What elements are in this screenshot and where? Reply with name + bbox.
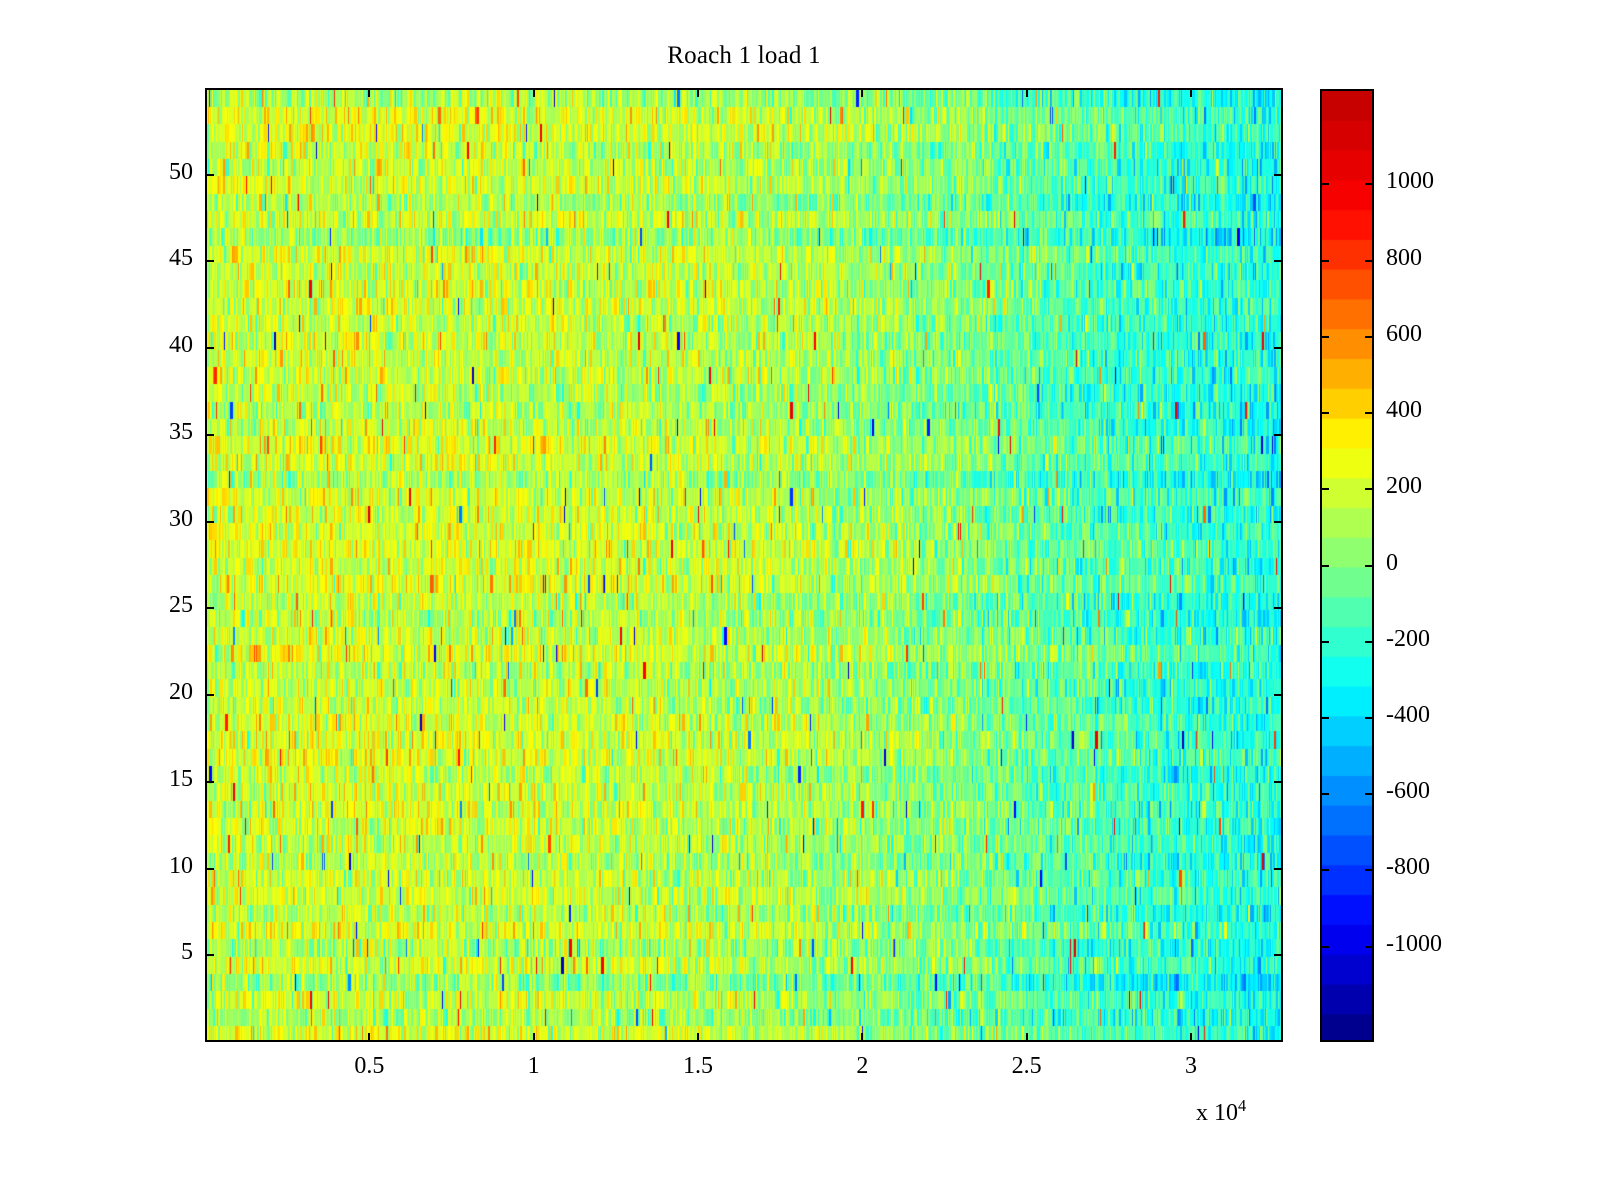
x-axis-tick	[532, 88, 535, 97]
colorbar-tick	[1320, 259, 1329, 262]
y-axis-tick	[1274, 433, 1283, 436]
y-axis-tick	[205, 954, 214, 957]
y-axis-tick	[1274, 607, 1283, 610]
colorbar-tick	[1320, 183, 1329, 186]
x-axis-tick	[368, 88, 371, 97]
colorbar-tick-label: 400	[1386, 397, 1422, 424]
y-axis-tick-label: 35	[169, 418, 193, 445]
x-axis-exponent-label: x 104	[1196, 1097, 1246, 1127]
x-axis-tick-label: 1.5	[682, 1053, 713, 1079]
y-axis-tick	[1274, 173, 1283, 176]
heatmap-axes	[205, 88, 1283, 1042]
colorbar-gradient	[1322, 91, 1372, 1040]
x-axis-tick	[1025, 88, 1028, 97]
y-axis-tick	[205, 607, 214, 610]
y-axis-tick	[1274, 260, 1283, 263]
y-axis-tick	[1274, 867, 1283, 870]
x-axis-tick-label: 3	[1184, 1053, 1197, 1079]
x-axis-tick-label: 2.5	[1011, 1053, 1042, 1079]
y-axis-tick	[1274, 954, 1283, 957]
x-axis-tick	[532, 1033, 535, 1042]
y-axis-tick	[205, 694, 214, 697]
y-axis-tick-label: 25	[169, 592, 193, 619]
y-axis-tick	[1274, 347, 1283, 350]
y-axis-tick	[205, 347, 214, 350]
colorbar-tick	[1320, 640, 1329, 643]
colorbar-tick	[1320, 793, 1329, 796]
colorbar-tick-label: -200	[1386, 625, 1430, 652]
colorbar-tick	[1365, 716, 1374, 719]
y-axis-tick-label: 40	[169, 332, 193, 359]
colorbar-tick	[1320, 716, 1329, 719]
x-axis-exponent-power: 4	[1238, 1096, 1247, 1115]
colorbar-tick-label: 800	[1386, 244, 1422, 271]
y-axis-tick	[205, 867, 214, 870]
colorbar-tick	[1365, 488, 1374, 491]
x-axis-tick	[1189, 88, 1192, 97]
y-axis-tick	[205, 433, 214, 436]
colorbar-tick-label: 600	[1386, 320, 1422, 347]
x-axis-tick	[696, 88, 699, 97]
x-axis-tick	[861, 1033, 864, 1042]
y-axis-tick	[1274, 780, 1283, 783]
colorbar-tick	[1320, 412, 1329, 415]
colorbar-tick-label: 0	[1386, 549, 1398, 576]
colorbar-tick-label: -400	[1386, 701, 1430, 728]
y-axis-tick-label: 20	[169, 679, 193, 706]
colorbar-tick	[1365, 793, 1374, 796]
y-axis-tick-label: 30	[169, 505, 193, 532]
y-axis-tick	[205, 520, 214, 523]
colorbar-tick	[1320, 869, 1329, 872]
colorbar-tick	[1365, 412, 1374, 415]
colorbar-tick	[1320, 564, 1329, 567]
x-axis-tick	[1189, 1033, 1192, 1042]
x-axis-tick	[1025, 1033, 1028, 1042]
x-axis-tick-label: 0.5	[354, 1053, 385, 1079]
y-axis-tick-label: 15	[169, 765, 193, 792]
y-axis-tick-label: 10	[169, 852, 193, 879]
colorbar-tick-label: -1000	[1386, 930, 1442, 957]
y-axis-tick-label: 50	[169, 158, 193, 185]
x-axis-tick	[696, 1033, 699, 1042]
y-axis-tick	[1274, 694, 1283, 697]
y-axis-tick	[205, 780, 214, 783]
colorbar-tick	[1320, 488, 1329, 491]
heatmap-image	[207, 90, 1281, 1040]
y-axis-tick	[1274, 520, 1283, 523]
colorbar-tick-label: -600	[1386, 778, 1430, 805]
x-axis-tick-label: 2	[856, 1053, 869, 1079]
y-axis-tick-label: 45	[169, 245, 193, 272]
colorbar-tick	[1365, 640, 1374, 643]
y-axis-tick-label: 5	[181, 939, 193, 966]
colorbar-tick-label: 200	[1386, 473, 1422, 500]
page-title: Roach 1 load 1	[667, 42, 821, 69]
colorbar-tick	[1365, 183, 1374, 186]
colorbar-tick-label: 1000	[1386, 168, 1434, 195]
colorbar-tick	[1365, 564, 1374, 567]
colorbar-tick	[1320, 335, 1329, 338]
colorbar-tick	[1365, 335, 1374, 338]
x-axis-tick	[368, 1033, 371, 1042]
colorbar-tick	[1365, 945, 1374, 948]
y-axis-tick	[205, 173, 214, 176]
x-axis-tick	[861, 88, 864, 97]
colorbar-tick	[1365, 259, 1374, 262]
y-axis-tick	[205, 260, 214, 263]
colorbar-tick	[1365, 869, 1374, 872]
colorbar-tick	[1320, 945, 1329, 948]
x-axis-tick-label: 1	[527, 1053, 540, 1079]
colorbar-tick-label: -800	[1386, 854, 1430, 881]
x-axis-exponent-base: x 10	[1196, 1100, 1238, 1126]
